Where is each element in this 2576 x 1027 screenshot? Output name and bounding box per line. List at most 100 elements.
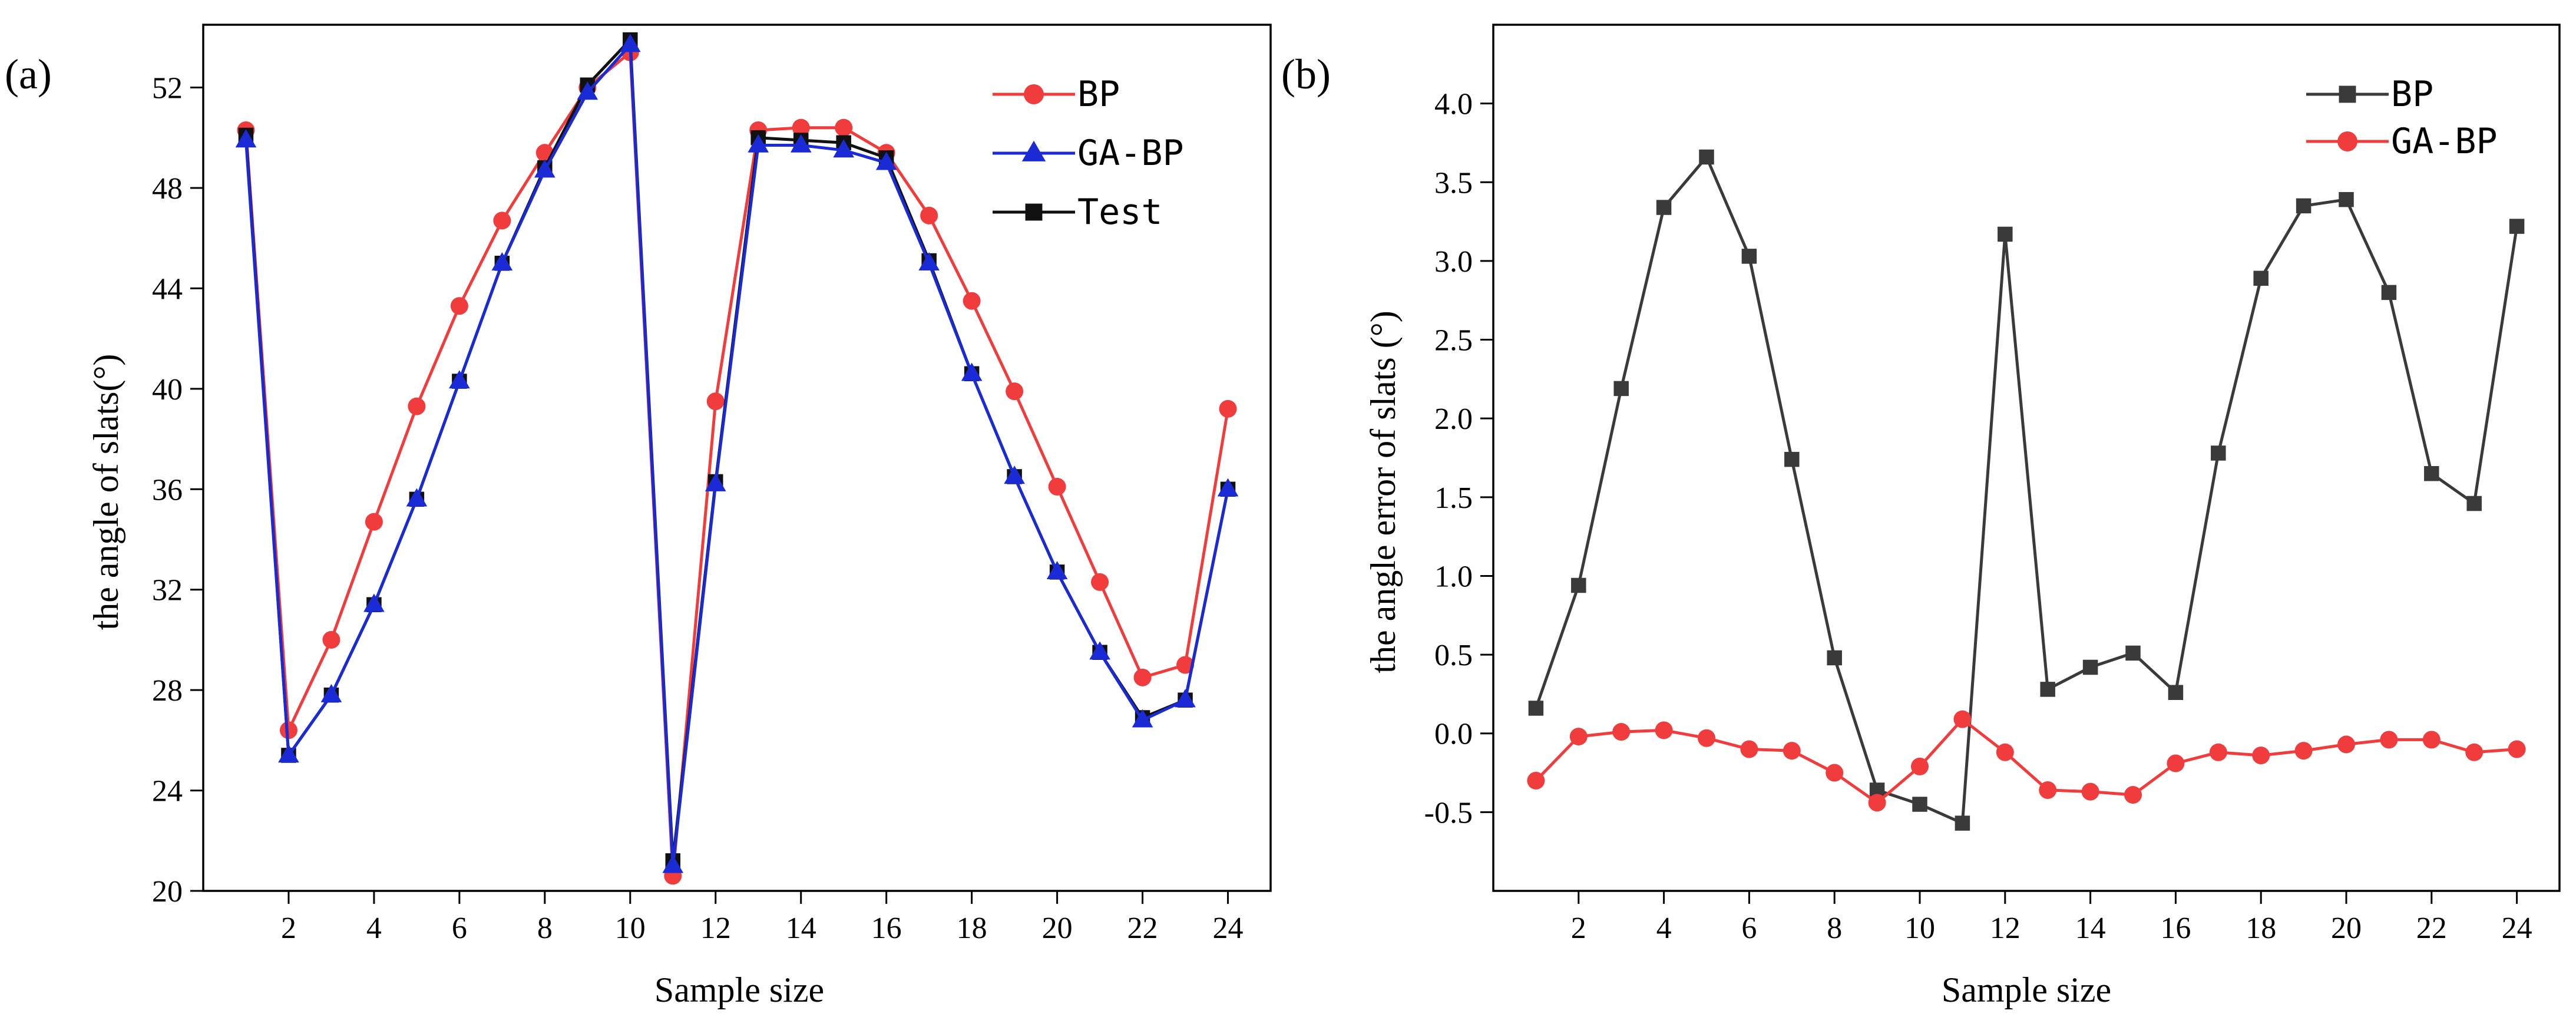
panel-b-point-ga-bp — [1826, 764, 1844, 782]
panel-b-legend-label-bp: BP — [2391, 74, 2433, 115]
panel-b-point-ga-bp — [2380, 731, 2398, 749]
panel-b-point-ga-bp — [2124, 785, 2142, 804]
panel-b-xlabel: Sample size — [1942, 970, 2111, 1009]
panel-b-point-bp — [1613, 381, 1629, 397]
panel-b-point-ga-bp — [2209, 743, 2227, 761]
panel-b-x-tick-label: 10 — [1904, 912, 1935, 945]
panel-b-x-tick-label: 20 — [2331, 912, 2362, 945]
panel-b-ylabel: the angle error of slats (°) — [1364, 311, 1403, 673]
panel-b-x-tick-label: 8 — [1827, 912, 1842, 945]
panel-a-x-tick-label: 4 — [366, 912, 382, 945]
panel-b-x-tick-label: 14 — [2075, 912, 2106, 945]
panel-a-legend-marker-test — [1025, 203, 1043, 221]
panel-a-line-bp — [244, 51, 1229, 877]
panel-b-point-ga-bp — [1783, 742, 1801, 760]
panel-a-point-bp — [1048, 478, 1066, 496]
panel-b-point-ga-bp — [1911, 757, 1929, 775]
panel-b-point-bp — [2168, 685, 2184, 700]
panel-b-point-bp — [2339, 191, 2354, 207]
panel-b-point-bp — [2509, 219, 2525, 234]
panel-b-x-tick-label: 16 — [2160, 912, 2191, 945]
panel-a-y-tick-label: 52 — [152, 72, 183, 105]
panel-a-point-ga-bp — [705, 473, 726, 491]
panel-a-point-ga-bp — [748, 134, 769, 153]
panel-a-label: (a) — [5, 51, 52, 98]
panel-a-y-tick-label: 36 — [152, 473, 183, 507]
panel-a-legend-label-test: Test — [1077, 191, 1163, 233]
panel-b-x-tick-label: 6 — [1741, 912, 1757, 945]
panel-a-point-bp — [920, 206, 938, 224]
panel-a-x-tick-label: 6 — [452, 912, 467, 945]
panel-a-y-tick-label: 28 — [152, 674, 183, 708]
panel-a-y-tick-label: 20 — [152, 875, 183, 909]
panel-a-point-ga-bp — [833, 139, 855, 158]
panel-a-point-ga-bp — [1004, 465, 1025, 484]
panel-b-x-tick-label: 4 — [1656, 912, 1672, 945]
panel-a-legend-marker-ga-bp — [1021, 140, 1046, 161]
panel-b-point-bp — [2040, 682, 2055, 697]
panel-b-y-tick-label: 3.5 — [1434, 166, 1473, 200]
panel-b-point-bp — [1571, 577, 1586, 593]
panel-a-ylabel: the angle of slats(°) — [87, 354, 125, 630]
panel-a-point-ga-bp — [1175, 689, 1196, 708]
panel-a-line-ga-bp — [244, 43, 1229, 867]
panel-a-point-ga-bp — [449, 370, 470, 389]
panel-a-y-tick-label: 48 — [152, 172, 183, 206]
panel-a-x-tick-label: 24 — [1213, 912, 1244, 945]
panel-b-x-tick-label: 18 — [2246, 912, 2276, 945]
panel-a-point-ga-bp — [961, 362, 983, 381]
panel-b-point-bp — [1955, 815, 1970, 831]
panel-a-x-tick-label: 18 — [957, 912, 987, 945]
panel-a-point-bp — [1006, 382, 1024, 401]
panel-b-point-bp — [2381, 285, 2397, 300]
panel-a-point-ga-bp — [619, 34, 641, 52]
panel-a-legend-marker-bp — [1024, 84, 1044, 104]
panel-a-y-tick-label: 32 — [152, 574, 183, 607]
panel-b-point-ga-bp — [2465, 743, 2484, 761]
panel-b-point-bp — [2466, 496, 2482, 511]
panel-b-y-tick-label: 1.0 — [1434, 560, 1473, 593]
panel-a-point-bp — [963, 292, 981, 310]
panel-b-legend-marker-bp — [2339, 85, 2356, 103]
panel-a-point-ga-bp — [278, 744, 299, 763]
panel-b-y-tick-label: -0.5 — [1424, 796, 1473, 830]
panel-b-point-ga-bp — [1698, 729, 1715, 747]
panel-b-y-tick-label: 1.5 — [1434, 481, 1473, 515]
panel-b-point-bp — [1528, 701, 1544, 716]
panel-a-point-bp — [1133, 668, 1152, 686]
panel-a-point-bp — [1219, 399, 1237, 418]
panel-b-point-bp — [1699, 149, 1714, 165]
panel-a-point-bp — [322, 630, 340, 649]
panel-b-legend: BP GA-BP — [2306, 74, 2498, 162]
panel-b-y-tick-label: 0.0 — [1434, 718, 1473, 751]
panel-a-point-ga-bp — [1046, 561, 1068, 580]
panel-a-point-ga-bp — [491, 252, 513, 270]
panel-b-point-ga-bp — [1569, 728, 1588, 746]
panel-b-point-bp — [2082, 659, 2098, 675]
panel-b-x-tick-label: 2 — [1571, 912, 1586, 945]
panel-b-point-ga-bp — [2039, 781, 2057, 799]
panel-a-point-ga-bp — [1217, 478, 1239, 497]
panel-a-point-ga-bp — [918, 252, 940, 270]
panel-a-point-ga-bp — [875, 151, 897, 170]
panel-b-x-tick-label: 24 — [2502, 912, 2532, 945]
panel-b-series-bp — [1528, 149, 2525, 831]
panel-a-y-tick-label: 44 — [152, 272, 183, 306]
panel-b-point-ga-bp — [1868, 794, 1886, 812]
panel-b-x-tick-label: 22 — [2416, 912, 2447, 945]
panel-b-point-bp — [1998, 226, 2013, 242]
panel-a-x-tick-label: 2 — [281, 912, 296, 945]
panel-b-point-ga-bp — [1740, 740, 1758, 758]
panel-b-point-ga-bp — [1996, 743, 2014, 761]
panel-b-point-bp — [2211, 445, 2226, 461]
panel-a-x-tick-label: 22 — [1127, 912, 1158, 945]
panel-a-series-ga-bp — [235, 34, 1239, 873]
panel-a-x-tick-label: 12 — [700, 912, 731, 945]
panel-a-x-tick-label: 16 — [871, 912, 902, 945]
panel-b-point-ga-bp — [2167, 754, 2185, 772]
panel-a-point-bp — [792, 118, 810, 137]
panel-b-y-tick-label: 4.0 — [1434, 88, 1473, 121]
panel-b-point-bp — [1741, 249, 1757, 264]
